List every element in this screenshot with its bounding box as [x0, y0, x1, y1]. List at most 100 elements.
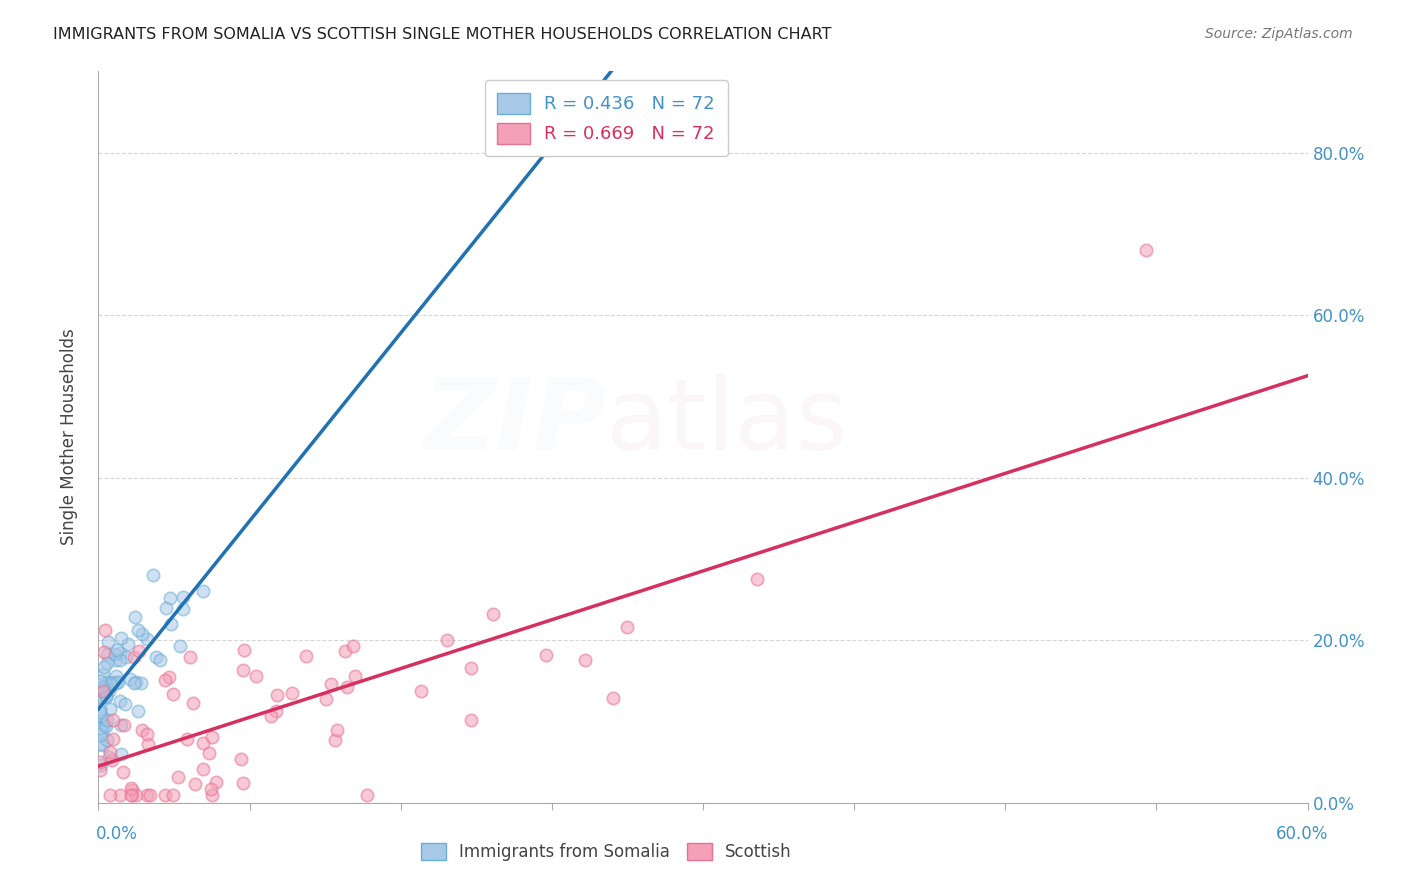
Point: [93, 660, 115, 674]
Point: [181, 696, 204, 710]
Point: [89, 737, 111, 751]
Point: [91, 684, 114, 698]
Point: [245, 669, 267, 683]
Point: [160, 617, 183, 632]
Point: [91, 738, 114, 752]
Point: [105, 653, 128, 667]
Point: [101, 677, 124, 691]
Point: [136, 632, 159, 646]
Point: [294, 649, 316, 664]
Point: [260, 709, 283, 723]
Point: [201, 788, 224, 802]
Point: [93, 681, 115, 696]
Point: [94, 623, 117, 637]
Point: [97, 634, 120, 648]
Point: [411, 684, 433, 698]
Point: [321, 677, 343, 691]
Point: [232, 776, 254, 790]
Point: [89, 705, 111, 719]
Point: [101, 713, 124, 727]
Point: [201, 730, 224, 744]
Point: [172, 590, 194, 604]
Point: [93, 645, 115, 659]
Point: [89, 763, 111, 777]
Point: [90, 709, 112, 723]
Text: 60.0%: 60.0%: [1277, 825, 1329, 843]
Point: [176, 732, 198, 747]
Point: [125, 788, 148, 802]
Point: [94, 719, 117, 733]
Legend: Immigrants from Somalia, Scottish: Immigrants from Somalia, Scottish: [415, 836, 799, 868]
Point: [281, 686, 304, 700]
Point: [96, 647, 118, 661]
Point: [127, 704, 149, 718]
Point: [110, 632, 132, 646]
Point: [115, 649, 138, 664]
Point: [105, 676, 128, 690]
Point: [96, 675, 118, 690]
Point: [145, 650, 167, 665]
Point: [96, 733, 118, 747]
Point: [205, 774, 228, 789]
Point: [121, 783, 143, 797]
Point: [162, 788, 184, 802]
Point: [142, 568, 165, 582]
Point: [90, 757, 112, 772]
Point: [91, 680, 114, 694]
Point: [534, 648, 557, 662]
Point: [114, 698, 136, 712]
Point: [172, 601, 194, 615]
Point: [136, 737, 159, 751]
Text: Source: ZipAtlas.com: Source: ZipAtlas.com: [1205, 27, 1353, 41]
Point: [108, 646, 131, 660]
Point: [101, 675, 124, 690]
Text: IMMIGRANTS FROM SOMALIA VS SCOTTISH SINGLE MOTHER HOUSEHOLDS CORRELATION CHART: IMMIGRANTS FROM SOMALIA VS SCOTTISH SING…: [53, 27, 832, 42]
Point: [179, 650, 201, 665]
Point: [104, 669, 127, 683]
Point: [91, 681, 114, 695]
Point: [131, 723, 153, 737]
Point: [326, 723, 349, 738]
Point: [101, 678, 124, 692]
Point: [104, 647, 127, 661]
Point: [91, 690, 114, 704]
Point: [96, 656, 118, 670]
Point: [124, 674, 146, 689]
Point: [98, 788, 121, 802]
Point: [101, 732, 124, 747]
Point: [110, 747, 132, 762]
Point: [155, 788, 177, 802]
Point: [1135, 243, 1157, 257]
Point: [93, 716, 115, 731]
Point: [110, 694, 132, 708]
Text: 0.0%: 0.0%: [96, 825, 138, 843]
Point: [193, 762, 215, 776]
Point: [343, 669, 366, 683]
Point: [162, 687, 184, 701]
Point: [122, 649, 145, 664]
Point: [200, 782, 222, 797]
Point: [460, 713, 482, 727]
Point: [121, 788, 143, 802]
Point: [616, 620, 638, 634]
Point: [91, 684, 114, 698]
Point: [323, 732, 346, 747]
Point: [436, 632, 458, 647]
Point: [138, 788, 160, 802]
Point: [574, 653, 596, 667]
Point: [110, 788, 132, 802]
Point: [89, 702, 111, 716]
Point: [460, 661, 482, 675]
Point: [333, 643, 356, 657]
Point: [112, 718, 135, 732]
Point: [91, 666, 114, 681]
Point: [233, 643, 256, 657]
Point: [264, 704, 287, 718]
Point: [266, 688, 288, 702]
Point: [169, 640, 191, 654]
Point: [120, 788, 142, 802]
Point: [747, 572, 769, 586]
Point: [89, 711, 111, 725]
Point: [356, 788, 378, 802]
Point: [136, 727, 159, 741]
